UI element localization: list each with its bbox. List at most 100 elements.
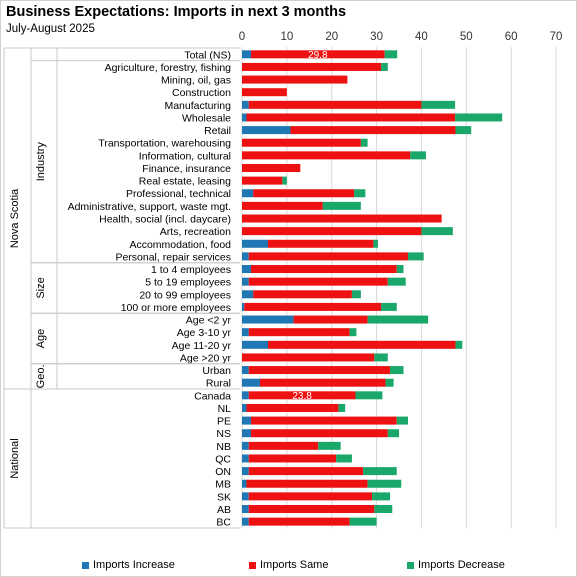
category-label: Urban [202,365,231,377]
bar-imports-decrease [354,189,366,198]
x-tick-label: 30 [370,31,383,43]
bar-imports-decrease [385,378,394,387]
bar-imports-same [268,340,456,349]
category-label: Finance, insurance [142,163,231,175]
category-label: NB [216,441,231,453]
x-tick-label: 50 [460,31,473,43]
category-label: PE [217,416,231,428]
bar-imports-decrease [374,353,388,362]
bar-imports-decrease [407,252,424,261]
category-label: Total (NS) [184,49,231,61]
category-label: 20 to 99 employees [139,289,231,301]
bar-imports-same [248,391,356,400]
bar-imports-increase [242,378,260,387]
x-tick-label: 40 [415,31,428,43]
x-tick-label: 20 [325,31,338,43]
bar-imports-same [242,62,382,71]
bar-imports-same [248,517,350,526]
legend-swatch-same [249,561,256,569]
category-label: Rural [206,378,231,390]
category-label: QC [215,453,231,465]
category-label: Retail [204,125,231,137]
category-label: Age 11-20 yr [172,340,232,352]
category-label: Canada [194,390,231,402]
category-label: 1 to 4 employees [151,264,231,276]
x-tick-label: 10 [280,31,293,43]
bar-imports-decrease [374,504,393,513]
category-label: Age 3-10 yr [177,327,232,339]
category-label: Construction [172,87,231,99]
category-label: SK [217,491,231,503]
legend-label-increase: Imports Increase [93,559,175,571]
bar-imports-increase [242,340,269,349]
x-tick-label: 70 [550,31,563,43]
bar-imports-decrease [349,328,357,337]
bar-imports-increase [242,290,254,299]
bar-imports-decrease [387,277,406,286]
category-label: Accommodation, food [129,239,231,251]
bar-imports-increase [242,454,249,463]
category-label: AB [217,504,231,516]
category-label: Information, cultural [139,150,231,162]
bar-imports-same [242,138,361,147]
bar-imports-same [242,163,301,172]
bar-imports-same [248,441,319,450]
category-label: NS [216,428,231,440]
bar-imports-decrease [349,517,377,526]
bar-imports-increase [242,277,249,286]
bar-imports-same [248,277,388,286]
legend-label-same: Imports Same [260,559,329,571]
group-label: National [9,438,21,478]
chart-subtitle: July-August 2025 [6,23,95,35]
subgroup-label: Geo. [35,364,47,388]
bar-imports-increase [242,328,249,337]
bar-imports-decrease [387,429,399,438]
bar-imports-same [242,176,283,185]
bar-imports-increase [242,265,251,274]
bar-imports-increase [242,50,251,59]
bar-imports-same [250,429,388,438]
bar-imports-decrease [421,100,456,109]
bar-imports-decrease [336,454,352,463]
bar-imports-decrease [372,492,391,501]
category-label: Real estate, leasing [139,176,231,188]
bar-imports-same [259,378,386,387]
x-tick-label: 0 [239,31,245,43]
bar-imports-decrease [396,416,408,425]
bar-imports-same [248,492,373,501]
bar-imports-increase [242,315,294,324]
group-label: Nova Scotia [9,188,21,248]
category-label: BC [216,517,231,529]
category-label: Agriculture, forestry, fishing [105,62,232,74]
bar-imports-decrease [455,340,463,349]
bar-imports-same [248,366,391,375]
category-label: ON [215,466,231,478]
legend-item-decrease: Imports Decrease [407,559,505,571]
bar-imports-same [268,239,374,248]
category-label: Administrative, support, waste mgt. [68,201,231,213]
legend-item-same: Imports Same [249,559,328,571]
category-label: Professional, technical [126,188,231,200]
bar-imports-decrease [455,113,503,122]
bar-imports-decrease [421,227,453,236]
bar-imports-increase [242,302,245,311]
category-label: Wholesale [182,112,231,124]
bar-imports-same [253,189,355,198]
category-label: Mining, oil, gas [161,75,231,87]
data-label: 23.8 [292,391,312,402]
bar-imports-increase [242,252,249,261]
chart-title: Business Expectations: Imports in next 3… [6,4,347,20]
category-label: Age >20 yr [180,352,232,364]
bar-imports-increase [242,113,247,122]
category-label: NL [218,403,232,415]
bar-imports-decrease [322,201,361,210]
bar-imports-increase [242,366,249,375]
bar-imports-same [248,454,337,463]
bar-imports-increase [242,403,247,412]
bar-imports-same [248,504,375,513]
bar-imports-decrease [381,62,388,71]
bar-imports-same [248,100,422,109]
bar-imports-increase [242,441,249,450]
category-label: Transportation, warehousing [98,138,231,150]
